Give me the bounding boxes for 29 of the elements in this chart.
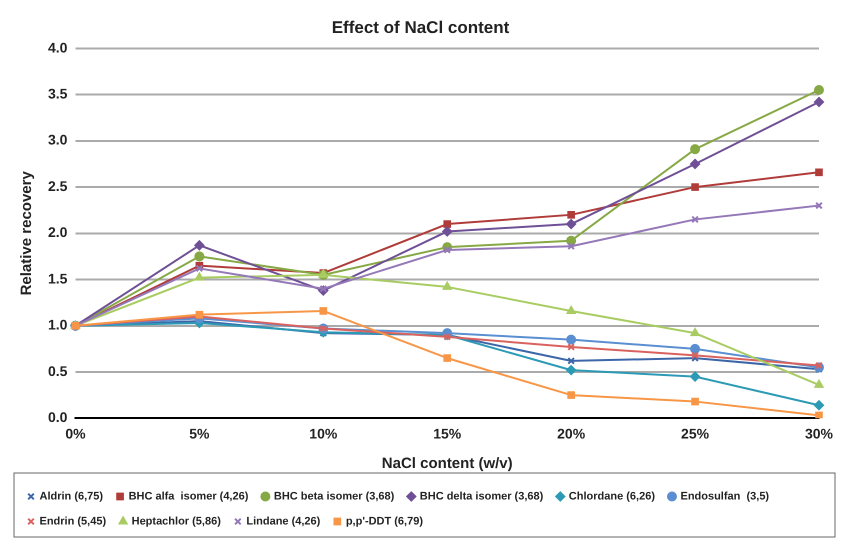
y-tick-label: 1.5 bbox=[48, 270, 68, 286]
y-tick-label: 2.0 bbox=[48, 224, 68, 240]
x-tick-label: 20% bbox=[557, 425, 586, 442]
x-tick-label: 15% bbox=[433, 425, 462, 442]
legend-label: BHC alfa isomer (4,26) bbox=[128, 490, 249, 503]
y-tick-label: 1.0 bbox=[48, 316, 68, 333]
legend-label: BHC delta isomer (3,68) bbox=[420, 490, 544, 503]
y-tick-label: 2.5 bbox=[48, 178, 68, 194]
y-tick-label: 3.0 bbox=[48, 132, 68, 148]
legend-label: Heptachlor (5,86) bbox=[132, 516, 222, 528]
y-tick-label: 4.0 bbox=[48, 39, 68, 56]
legend-label: BHC beta isomer (3,68) bbox=[274, 490, 395, 503]
legend-label: Aldrin (6,75) bbox=[40, 490, 104, 503]
legend-label: Chlordane (6,26) bbox=[568, 490, 656, 503]
y-tick-label: 0.5 bbox=[48, 362, 68, 379]
legend-label: Lindane (4,26) bbox=[246, 516, 321, 528]
x-tick-label: 10% bbox=[309, 425, 338, 442]
x-tick-label: 5% bbox=[189, 425, 210, 442]
legend-label: Endosulfan (3,5) bbox=[680, 490, 770, 503]
legend-label: p,p'-DDT (6,79) bbox=[346, 516, 424, 528]
x-axis-title: NaCl content (w/v) bbox=[382, 455, 513, 472]
y-axis-title: Relative recovery bbox=[18, 170, 36, 296]
legend-label: Endrin (5,45) bbox=[40, 516, 106, 528]
y-tick-label: 3.5 bbox=[48, 85, 68, 102]
x-tick-label: 0% bbox=[65, 425, 86, 442]
x-tick-label: 25% bbox=[681, 425, 710, 442]
x-tick-label: 30% bbox=[804, 425, 834, 442]
chart-title: Effect of NaCl content bbox=[332, 18, 510, 37]
y-tick-label: 0.0 bbox=[48, 409, 68, 426]
